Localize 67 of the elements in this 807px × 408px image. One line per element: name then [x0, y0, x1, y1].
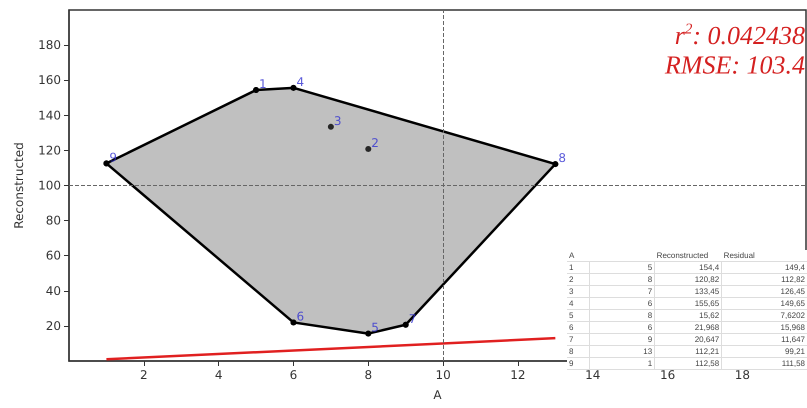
x-tick-label: 8: [364, 368, 372, 382]
annotation: 149,4: [722, 262, 807, 274]
annotation: 112,21: [654, 346, 722, 358]
y-tick-label: 40: [46, 284, 61, 298]
annotation: 4: [296, 74, 304, 89]
y-axis-title: Reconstructed: [12, 142, 26, 229]
x-tick-label: 6: [290, 368, 298, 382]
annotation: Reconstructed: [654, 250, 722, 262]
annotation: 11,647: [722, 334, 807, 346]
annotation: 8: [558, 151, 566, 166]
annotation: 111,58: [722, 358, 807, 370]
annotation: 6: [590, 298, 655, 310]
annotation: 112,58: [654, 358, 722, 370]
annotation: 3: [567, 286, 590, 298]
annotation: 1: [590, 358, 655, 370]
annotation: 9: [590, 334, 655, 346]
annotation: 99,21: [722, 346, 807, 358]
annotation: RMSE: 103.4: [664, 50, 806, 80]
x-tick-label: 2: [140, 368, 148, 382]
annotation: 3: [334, 114, 342, 128]
annotation: 2: [567, 274, 590, 286]
annotation: 112,82: [722, 274, 807, 286]
annotation: 126,45: [722, 286, 807, 298]
annotation: 6: [590, 322, 655, 334]
annotation: Residual: [722, 250, 807, 262]
annotation: 1: [259, 77, 267, 92]
x-axis-title: A: [433, 388, 442, 402]
x-tick-label: 16: [660, 368, 676, 382]
annotation: 5: [567, 310, 590, 322]
annotation: 13: [590, 346, 655, 358]
annotation: 15,62: [654, 310, 722, 322]
annotation: 120,82: [654, 274, 722, 286]
annotation: 21,968: [654, 322, 722, 334]
annotation: 149,65: [722, 298, 807, 310]
annotation: 8: [590, 310, 655, 322]
y-tick-label: 120: [38, 143, 61, 158]
annotation: 8: [567, 346, 590, 358]
x-tick-label: 4: [214, 368, 222, 382]
annotation: 133,45: [654, 286, 722, 298]
annotation: 154,4: [654, 262, 722, 274]
annotation: 155,65: [654, 298, 722, 310]
annotation: 5: [590, 262, 655, 274]
y-tick-label: 100: [38, 178, 61, 192]
annotation: 6: [296, 309, 304, 324]
annotation: 5: [371, 320, 379, 335]
y-tick-label: 140: [38, 108, 61, 122]
annotation: 20,647: [654, 334, 722, 346]
y-tick-label: 160: [38, 73, 61, 88]
y-tick-label: 180: [38, 38, 61, 52]
annotation: 7,6202: [722, 310, 807, 322]
y-tick-label: 60: [46, 248, 61, 263]
annotation: 9: [567, 358, 590, 370]
annotation: 4: [567, 298, 590, 310]
y-tick-label: 80: [46, 214, 61, 228]
annotation: 7: [567, 334, 590, 346]
x-tick-label: 12: [510, 368, 526, 382]
x-tick-label: 10: [435, 368, 451, 382]
y-tick-label: 20: [46, 318, 61, 333]
x-tick-label: 14: [585, 368, 600, 382]
annotation: 7: [590, 286, 655, 298]
annotation: A: [567, 250, 590, 262]
x-tick-label: 18: [734, 368, 750, 382]
annotation: 8: [590, 274, 655, 286]
annotation: 15,968: [722, 322, 807, 334]
annotation: 2: [371, 136, 379, 150]
annotation: 1: [567, 262, 590, 274]
annotation: 6: [567, 322, 590, 334]
